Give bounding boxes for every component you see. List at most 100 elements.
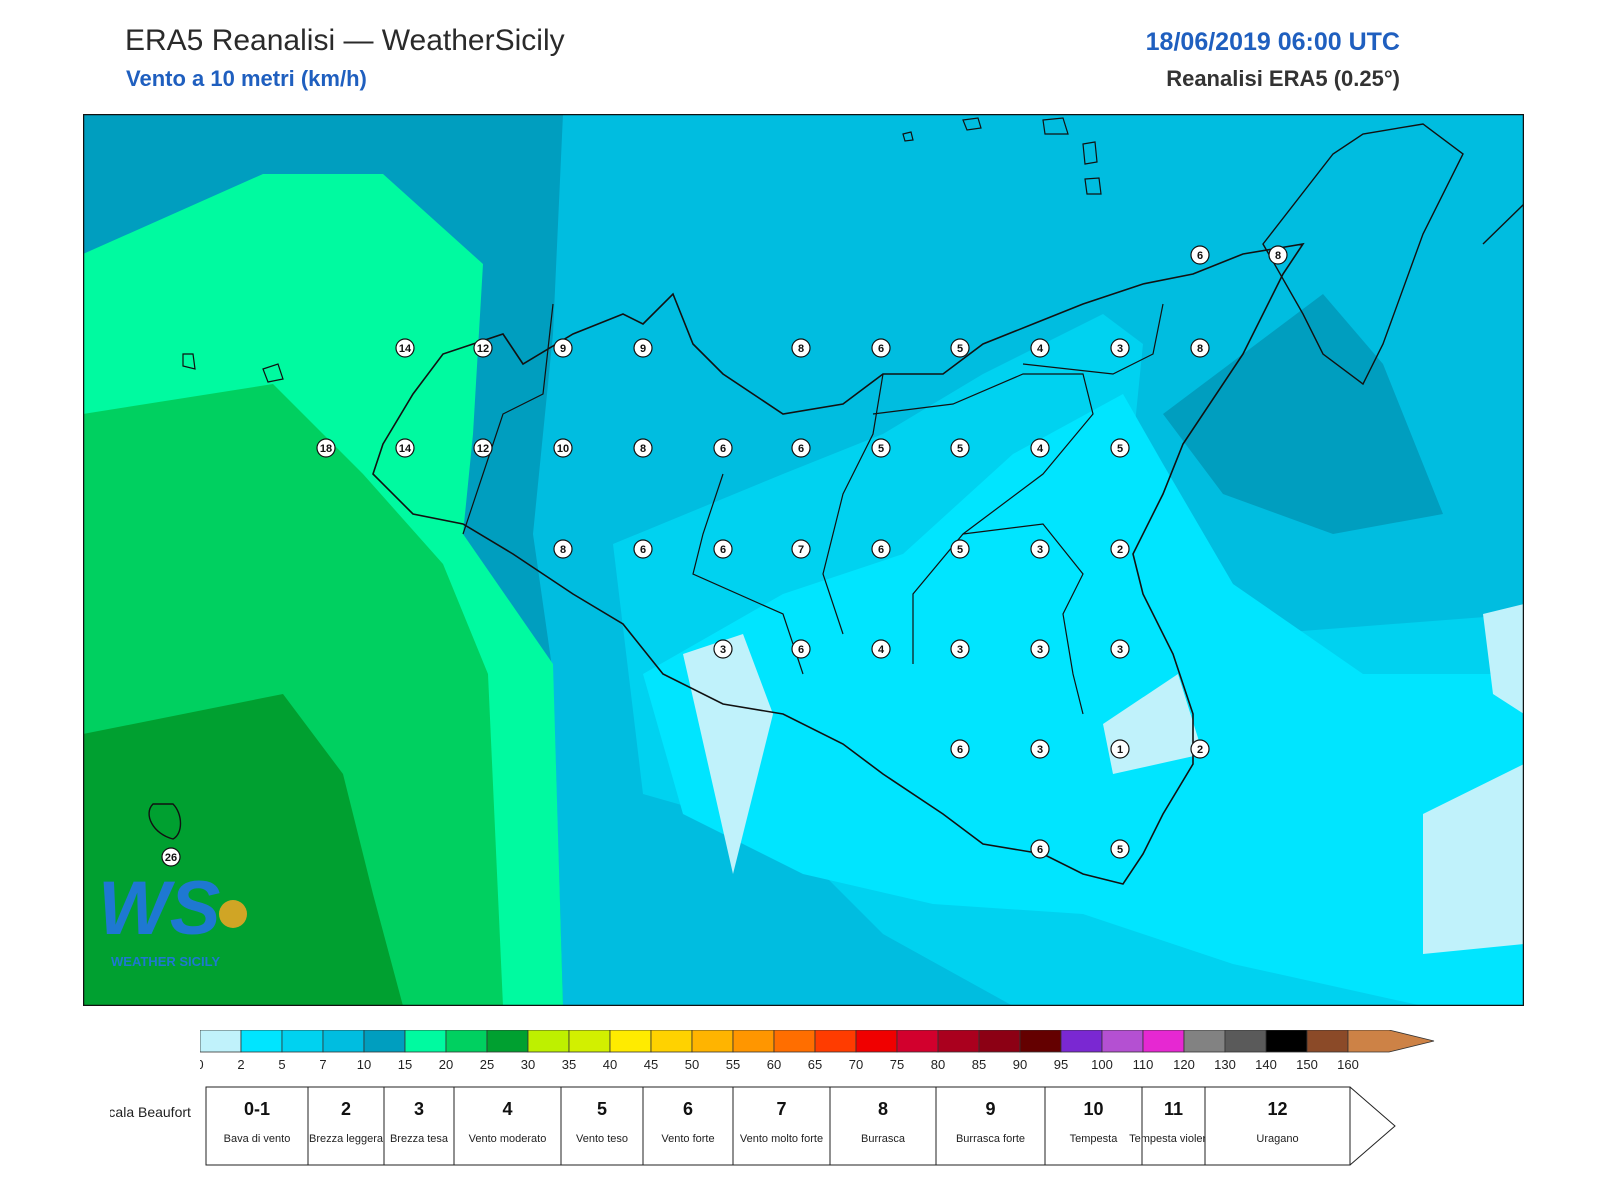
station-wind-marker: 12 [473,338,493,358]
beaufort-cell-box [732,1086,831,1166]
beaufort-cell: 2 Brezza leggera [307,1086,385,1166]
colorbar-tick-label: 10 [357,1057,371,1072]
beaufort-cell-box [829,1086,937,1166]
beaufort-label: Uragano [1256,1133,1298,1145]
beaufort-cell-box [935,1086,1046,1166]
station-wind-marker: 14 [395,338,415,358]
station-wind-marker: 6 [1030,839,1050,859]
colorbar-tick-label: 90 [1013,1057,1027,1072]
colorbar-cell [1347,1030,1435,1053]
colorbar-tick-label: 55 [726,1057,740,1072]
station-wind-value: 6 [798,443,804,455]
station-circle [1190,338,1210,358]
wind-speed-colorbar: 0257101520253035404550556065707580859095… [200,1030,1435,1072]
station-wind-value: 2 [1117,544,1123,556]
colorbar-cell [691,1030,734,1053]
province-border-enna [872,373,1094,664]
calm-area-sea [1423,764,1524,954]
beaufort-label: Vento moderato [469,1133,547,1145]
eolie-island-5 [1084,177,1102,195]
station-wind-marker: 10 [553,438,573,458]
station-wind-value: 3 [1117,343,1123,355]
station-circle [871,639,891,659]
calabria-coastline-east [1482,203,1524,245]
station-circle [1268,245,1288,265]
station-wind-value: 5 [1117,844,1123,856]
calm-area-edge [1483,604,1524,714]
station-wind-marker: 3 [1030,639,1050,659]
beaufort-title: Scala Beaufort [110,1104,191,1120]
beaufort-label: Tempesta violenta [1129,1133,1219,1145]
colorbar-cell [1142,1030,1185,1053]
colorbar-cell [896,1030,939,1053]
station-wind-value: 8 [798,343,804,355]
station-circle [473,438,493,458]
station-circle [1030,539,1050,559]
colorbar-tick-label: 85 [972,1057,986,1072]
colorbar-cell [322,1030,365,1053]
station-wind-marker: 4 [1030,338,1050,358]
station-wind-value: 6 [1037,844,1043,856]
beaufort-number: 4 [502,1099,512,1119]
station-circle [713,539,733,559]
colorbar-tick-label: 110 [1133,1057,1154,1072]
station-circle [1190,739,1210,759]
station-wind-marker: 6 [1190,245,1210,265]
colorbar-tick-label: 80 [931,1057,945,1072]
station-circle [791,639,811,659]
station-wind-value: 6 [957,744,963,756]
station-wind-value: 3 [1037,544,1043,556]
wind-field-ionian [1163,294,1443,534]
eolie-island-2 [962,117,982,131]
station-circle [713,438,733,458]
colorbar-tick-label: 25 [480,1057,494,1072]
province-border-messina [1022,303,1164,375]
colorbar-cell [1019,1030,1062,1053]
station-markers: 14 12 9 9 8 6 5 4 3 818 14 12 10 8 6 6 5 5 4 58 6 6 7 6 5 3 23 6 4 3 3… [161,245,1288,867]
station-wind-marker: 3 [950,639,970,659]
colorbar-tick-labels: 0257101520253035404550556065707580859095… [200,1057,1359,1072]
colorbar-tick-label: 30 [521,1057,535,1072]
station-circle [1110,739,1130,759]
station-circle [1030,839,1050,859]
station-circle [553,539,573,559]
station-wind-marker: 12 [473,438,493,458]
beaufort-arrow-tip [1349,1086,1396,1166]
station-wind-value: 6 [878,343,884,355]
station-wind-value: 8 [1275,250,1281,262]
station-wind-marker: 5 [871,438,891,458]
colorbar-cell [978,1030,1021,1053]
station-circle [395,438,415,458]
beaufort-label: Burrasca [861,1133,906,1145]
station-wind-value: 3 [1037,744,1043,756]
station-wind-marker: 8 [791,338,811,358]
beaufort-cell: 10 Tempesta [1044,1086,1143,1166]
beaufort-label: Burrasca forte [956,1133,1025,1145]
colorbar-cell [855,1030,898,1053]
colorbar-cell [814,1030,857,1053]
colorbar-tick-label: 15 [398,1057,412,1072]
map-subtitle: Vento a 10 metri (km/h) [126,66,367,91]
station-circle [1030,639,1050,659]
beaufort-number: 7 [776,1099,786,1119]
colorbar-cells [200,1030,1435,1053]
station-wind-value: 6 [1197,250,1203,262]
colorbar-cell [200,1030,242,1053]
station-wind-marker: 9 [553,338,573,358]
colorbar-cell [240,1030,283,1053]
station-wind-value: 8 [640,443,646,455]
province-border-catania [962,523,1084,715]
station-circle [950,438,970,458]
beaufort-number: 6 [683,1099,693,1119]
station-wind-marker: 8 [1190,338,1210,358]
station-wind-value: 7 [798,544,804,556]
station-wind-marker: 8 [553,539,573,559]
beaufort-cell-box [453,1086,562,1166]
colorbar-tick-label: 45 [644,1057,658,1072]
colorbar-tick-label: 35 [562,1057,576,1072]
station-wind-value: 3 [957,644,963,656]
sicily-coastline [372,242,1305,885]
colorbar-cell [486,1030,529,1053]
station-circle [316,438,336,458]
station-wind-marker: 3 [1110,338,1130,358]
